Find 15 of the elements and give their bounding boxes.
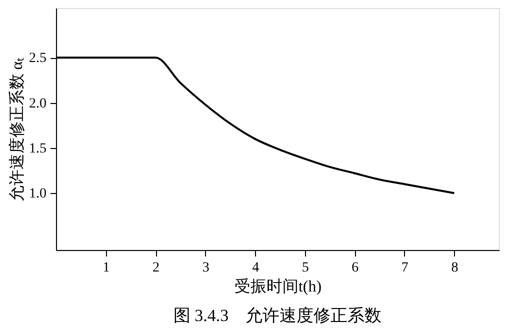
x-tick-label: 4 (252, 260, 260, 276)
y-tick-label: 1.0 (29, 186, 46, 202)
y-axis-title: 允许速度修正系数 αₜ (8, 57, 26, 202)
x-tick-label: 3 (202, 260, 210, 276)
x-tick-label: 5 (302, 260, 309, 276)
y-tick-label: 2.5 (29, 51, 46, 66)
x-axis-title: 受振时间t(h) (234, 278, 322, 296)
x-tick-label: 7 (401, 260, 408, 276)
y-tick-label: 1.5 (29, 141, 46, 156)
x-tick-label: 6 (352, 260, 359, 276)
y-tick-label: 2.0 (29, 96, 46, 112)
x-tick-label: 8 (451, 260, 458, 276)
x-tick-label: 2 (152, 260, 160, 276)
text: 图 3.4.3 允许速度修正系数 (173, 306, 382, 325)
x-tick-label: 1 (102, 260, 110, 276)
